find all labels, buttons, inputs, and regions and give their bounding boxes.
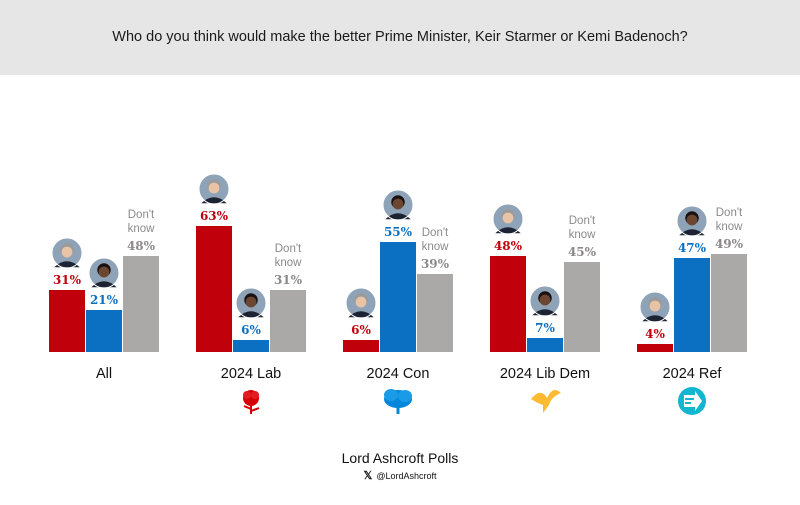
category-label: 2024 Lib Dem: [500, 366, 590, 382]
category-label: All: [96, 366, 112, 382]
starmer-photo-icon: [492, 203, 524, 235]
bar: [380, 242, 416, 352]
bar-group: 6% 55% 39% Don't know 2024 Con: [343, 225, 453, 382]
value-label: 47%: [678, 241, 707, 255]
bar: [711, 254, 747, 352]
source-label: Lord Ashcroft Polls: [341, 450, 459, 466]
value-label: 6%: [241, 323, 261, 337]
dont-know-label: know: [569, 229, 597, 241]
bar: [343, 340, 379, 352]
badenoch-photo-icon: [529, 285, 561, 317]
dont-know-label: know: [716, 221, 744, 233]
value-label: 63%: [200, 209, 229, 223]
twitter-handle: 𝕏 @LordAshcroft: [0, 469, 800, 482]
bar: [196, 226, 232, 352]
badenoch-photo-icon: [676, 205, 708, 237]
bar: [86, 310, 122, 352]
bar: [527, 338, 563, 352]
value-label: 48%: [127, 239, 156, 253]
dont-know-label: Don't: [275, 243, 302, 255]
value-label: 4%: [645, 327, 665, 341]
value-label: 55%: [384, 225, 413, 239]
bar-group: 4% 47% 49% Don't know 2024 Ref: [637, 207, 747, 382]
bar: [417, 274, 453, 352]
bar: [270, 290, 306, 352]
value-label: 48%: [494, 239, 523, 253]
bar: [233, 340, 269, 352]
dont-know-label: Don't: [716, 207, 743, 219]
bar: [123, 256, 159, 352]
question-header: Who do you think would make the better P…: [0, 0, 800, 75]
dont-know-label: know: [128, 223, 156, 235]
bar: [564, 262, 600, 352]
value-label: 21%: [90, 293, 119, 307]
dont-know-label: Don't: [128, 209, 155, 221]
value-label: 6%: [351, 323, 371, 337]
question-text: Who do you think would make the better P…: [112, 29, 688, 45]
category-label: 2024 Con: [367, 366, 430, 382]
dont-know-label: Don't: [422, 227, 449, 239]
value-label: 45%: [568, 245, 597, 259]
bar: [637, 344, 673, 352]
dont-know-label: Don't: [569, 215, 596, 227]
conservative-tree-icon: [384, 389, 412, 414]
starmer-photo-icon: [51, 237, 83, 269]
value-label: 7%: [535, 321, 555, 335]
dont-know-label: know: [422, 241, 450, 253]
value-label: 49%: [715, 237, 744, 251]
badenoch-photo-icon: [88, 257, 120, 289]
bar: [49, 290, 85, 352]
starmer-photo-icon: [198, 173, 230, 205]
labour-rose-icon: [243, 390, 260, 414]
bar-group: 48% 7% 45% Don't know 2024 Lib Dem: [490, 215, 600, 382]
value-label: 31%: [53, 273, 82, 287]
bar: [674, 258, 710, 352]
category-label: 2024 Lab: [221, 366, 281, 382]
starmer-photo-icon: [345, 287, 377, 319]
badenoch-photo-icon: [382, 189, 414, 221]
x-logo-icon: 𝕏: [363, 470, 373, 482]
category-label: 2024 Ref: [663, 366, 723, 382]
starmer-photo-icon: [639, 291, 671, 323]
value-label: 39%: [421, 257, 450, 271]
bar-group: 63% 6% 31% Don't know 2024 Lab: [196, 209, 306, 382]
libdem-bird-icon: [531, 389, 561, 413]
value-label: 31%: [274, 273, 303, 287]
reform-arrow-icon: [678, 387, 706, 415]
handle-text: @LordAshcroft: [376, 471, 437, 481]
dont-know-label: know: [275, 257, 303, 269]
badenoch-photo-icon: [235, 287, 267, 319]
bar-group: 31% 21% 48% Don't know All: [49, 209, 159, 382]
bar: [490, 256, 526, 352]
